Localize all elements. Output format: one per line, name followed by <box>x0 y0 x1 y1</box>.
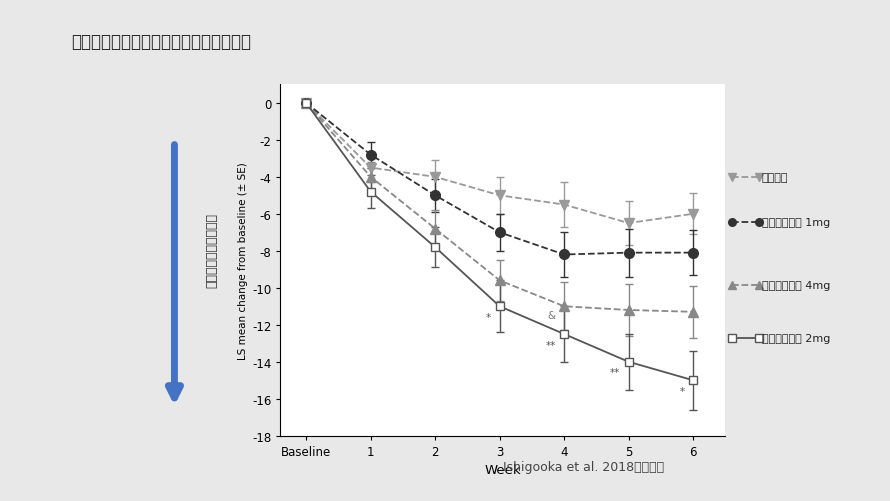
Text: &: & <box>547 310 555 320</box>
Text: プラセボ: プラセボ <box>762 173 789 183</box>
Text: *: * <box>680 386 684 396</box>
Text: Ishigooka et al. 2018より引用: Ishigooka et al. 2018より引用 <box>503 460 664 473</box>
Text: **: ** <box>610 368 620 378</box>
Text: 統合失調症の精神症状: 統合失調症の精神症状 <box>206 213 218 288</box>
Text: レキサルティ 1mg: レキサルティ 1mg <box>762 218 830 228</box>
Text: レキサルティ 2mg: レキサルティ 2mg <box>762 333 830 343</box>
Text: *: * <box>486 312 491 322</box>
Text: **: ** <box>546 340 555 350</box>
Y-axis label: LS mean change from baseline (± SE): LS mean change from baseline (± SE) <box>238 162 247 359</box>
Text: レキサルティ 4mg: レキサルティ 4mg <box>762 281 830 291</box>
X-axis label: Week: Week <box>484 463 522 476</box>
Text: 統合失調症に対するレキサルティの効果: 統合失調症に対するレキサルティの効果 <box>71 33 251 51</box>
